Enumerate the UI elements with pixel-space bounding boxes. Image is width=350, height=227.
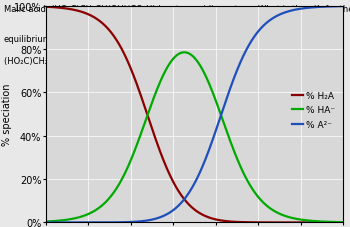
% A²⁻ — [332, 6, 336, 9]
% H₂A — [278, 221, 282, 224]
Line: % H₂A: % H₂A — [46, 8, 343, 222]
% H₂A — [332, 221, 336, 224]
Line: % A²⁻: % A²⁻ — [46, 7, 343, 222]
% A²⁻ — [278, 14, 282, 17]
% H₂A — [341, 221, 345, 224]
% HA⁻ — [180, 52, 184, 55]
% HA⁻ — [332, 221, 337, 223]
% A²⁻ — [332, 6, 336, 9]
Y-axis label: % speciation: % speciation — [2, 84, 13, 146]
% HA⁻ — [43, 220, 48, 223]
% H₂A — [43, 6, 48, 9]
% HA⁻ — [332, 221, 336, 223]
% A²⁻ — [180, 200, 184, 203]
% HA⁻ — [182, 52, 186, 54]
% A²⁻ — [58, 221, 63, 224]
% HA⁻ — [278, 212, 282, 215]
% H₂A — [58, 7, 63, 10]
% H₂A — [180, 195, 184, 198]
Text: Malic acid, (HO₂C)CH₂CH(OH)(CO₂H) has two acidic protons. What is the pKₐ for th: Malic acid, (HO₂C)CH₂CH(OH)(CO₂H) has tw… — [4, 5, 350, 13]
% A²⁻ — [341, 6, 345, 8]
% HA⁻ — [188, 54, 193, 56]
% HA⁻ — [58, 219, 63, 222]
Text: (HO₂C)CH₂CH(OH)(CO₂H) + H₂O ⇌ H₃O⁺ + (⁻O₂C)CH₂CH(OH)(CO₂H): (HO₂C)CH₂CH(OH)(CO₂H) + H₂O ⇌ H₃O⁺ + (⁻O… — [4, 57, 284, 66]
% HA⁻ — [341, 221, 345, 224]
Legend: % H₂A, % HA⁻, % A²⁻: % H₂A, % HA⁻, % A²⁻ — [289, 88, 338, 133]
% H₂A — [332, 221, 336, 224]
% A²⁻ — [43, 221, 48, 224]
Line: % HA⁻: % HA⁻ — [46, 53, 343, 222]
Text: equilibrium?: equilibrium? — [4, 35, 56, 44]
% H₂A — [188, 205, 192, 207]
% A²⁻ — [188, 190, 192, 192]
